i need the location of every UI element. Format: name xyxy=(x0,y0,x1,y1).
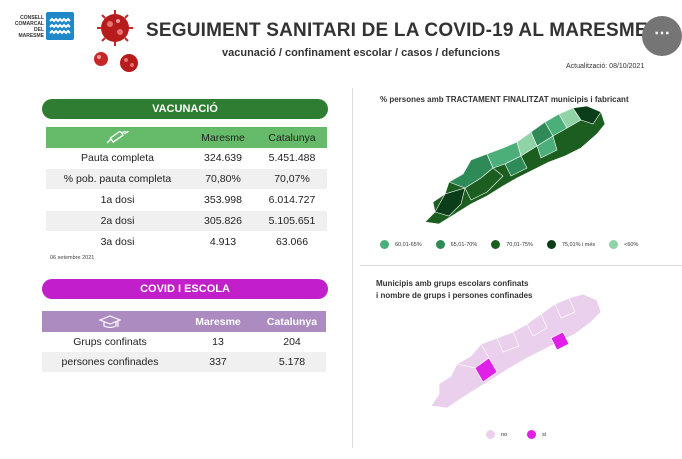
legend-item: <60% xyxy=(609,240,638,249)
logo-line: CONSELL xyxy=(20,15,44,21)
column-header: Catalunya xyxy=(258,311,326,332)
legend-item: 65,01-70% xyxy=(435,240,478,249)
table-row: persones confinades 337 5.178 xyxy=(42,352,326,372)
logo-line: DEL xyxy=(34,27,44,33)
school-header-cell xyxy=(42,311,178,332)
row-label: 3a dosi xyxy=(46,232,189,253)
table-row: 2a dosi 305.826 5.105.651 xyxy=(46,211,327,232)
legend-swatch xyxy=(435,240,445,249)
legend-label: no xyxy=(501,431,508,438)
column-divider xyxy=(352,88,353,448)
table-row: Pauta completa 324.639 5.451.488 xyxy=(46,148,327,169)
maresme-value: 337 xyxy=(178,352,258,372)
row-label: 2a dosi xyxy=(46,211,189,232)
school-header: COVID I ESCOLA xyxy=(42,279,328,299)
date-note: 06 setembre 2021 xyxy=(50,255,95,261)
catalunya-value: 5.451.488 xyxy=(257,148,327,169)
vaccination-table: Maresme Catalunya Pauta completa 324.639… xyxy=(46,127,327,253)
catalunya-value: 204 xyxy=(258,332,326,352)
maresme-value: 305.826 xyxy=(189,211,257,232)
legend-item: 75,01% i més xyxy=(546,240,596,249)
legend-swatch xyxy=(380,240,389,249)
school-legend: no sí xyxy=(486,430,546,439)
legend-label: 75,01% i més xyxy=(561,241,596,248)
page-subtitle: vacunació / confinament escolar / casos … xyxy=(222,47,501,59)
table-row: Grups confinats 13 204 xyxy=(42,332,326,352)
maresme-value: 324.639 xyxy=(189,148,257,169)
maresme-value: 353.998 xyxy=(189,190,257,211)
council-logo-icon xyxy=(46,12,74,40)
vaccination-map-title: % persones amb TRACTAMENT FINALITZAT mun… xyxy=(380,95,629,104)
logo-line: COMARCAL xyxy=(14,21,44,27)
vaccination-header: VACUNACIÓ xyxy=(42,99,328,119)
legend-swatch xyxy=(486,430,495,439)
section-divider xyxy=(360,265,682,266)
catalunya-value: 70,07% xyxy=(257,169,327,190)
legend-label: 65,01-70% xyxy=(450,241,478,248)
virus-icon xyxy=(92,8,138,48)
table-row: 1a dosi 353.998 6.014.727 xyxy=(46,190,327,211)
last-updated: Actualització: 08/10/2021 xyxy=(566,63,645,70)
syringe-header-cell xyxy=(46,127,189,148)
vaccination-map[interactable] xyxy=(405,104,610,232)
legend-label: 60,01-65% xyxy=(395,241,422,248)
catalunya-value: 6.014.727 xyxy=(257,190,327,211)
column-header: Maresme xyxy=(189,127,257,148)
legend-swatch xyxy=(527,430,537,439)
maresme-value: 70,80% xyxy=(189,169,257,190)
legend-label: sí xyxy=(542,431,547,438)
syringe-icon xyxy=(105,128,131,143)
table-row: % pob. pauta completa 70,80% 70,07% xyxy=(46,169,327,190)
row-label: persones confinades xyxy=(42,352,178,372)
school-table: Maresme Catalunya Grups confinats 13 204… xyxy=(42,311,326,372)
school-map-title-line1: Municipis amb grups escolars confinats xyxy=(376,279,529,288)
catalunya-value: 63.066 xyxy=(257,232,327,253)
legend-swatch xyxy=(491,240,501,249)
legend-item: sí xyxy=(527,430,546,439)
row-label: 1a dosi xyxy=(46,190,189,211)
page-title: SEGUIMENT SANITARI DE LA COVID-19 AL MAR… xyxy=(146,20,648,41)
legend-item: no xyxy=(486,430,507,439)
maresme-value: 13 xyxy=(178,332,258,352)
row-label: Pauta completa xyxy=(46,148,189,169)
school-map[interactable] xyxy=(425,292,605,417)
row-label: Grups confinats xyxy=(42,332,178,352)
logo-text: CONSELL COMARCAL DEL MARESME xyxy=(6,15,44,39)
graduation-cap-icon xyxy=(98,314,122,328)
legend-item: 70,01-75% xyxy=(491,240,533,249)
column-header: Maresme xyxy=(178,311,258,332)
vaccination-legend: 60,01-65% 65,01-70% 70,01-75% 75,01% i m… xyxy=(380,240,638,249)
catalunya-value: 5.178 xyxy=(258,352,326,372)
maresme-value: 4.913 xyxy=(189,232,257,253)
more-options-button[interactable]: ⋯ xyxy=(642,16,682,56)
legend-swatch xyxy=(546,240,556,249)
legend-swatch xyxy=(609,240,619,249)
legend-item: 60,01-65% xyxy=(380,240,422,249)
column-header: Catalunya xyxy=(257,127,327,148)
school-map-title-line2: i nombre de grups i persones confinades xyxy=(376,291,533,300)
virus-icon xyxy=(92,50,110,68)
row-label: % pob. pauta completa xyxy=(46,169,189,190)
virus-icon xyxy=(118,52,140,74)
catalunya-value: 5.105.651 xyxy=(257,211,327,232)
legend-label: <60% xyxy=(624,241,639,248)
legend-label: 70,01-75% xyxy=(506,241,533,248)
logo-line: MARESME xyxy=(18,33,44,39)
table-row: 3a dosi 4.913 63.066 xyxy=(46,232,327,253)
